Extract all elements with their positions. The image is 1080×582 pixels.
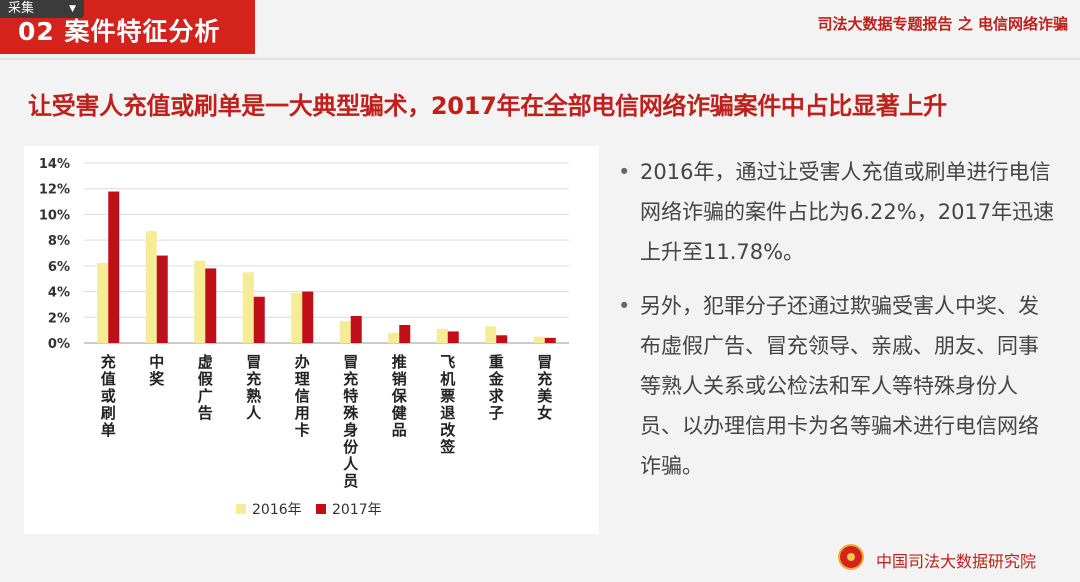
x-tick-label: 用	[295, 404, 310, 422]
x-tick-label: 保	[391, 387, 408, 405]
slide-headline: 让受害人充值或刷单是一大典型骗术，2017年在全部电信网络诈骗案件中占比显著上升	[28, 92, 947, 120]
bar-2017	[108, 191, 120, 343]
x-tick-label: 人	[246, 404, 262, 422]
bar-2017	[156, 255, 168, 343]
legend-label: 2017年	[332, 502, 382, 518]
bar-2016	[339, 321, 351, 343]
x-tick-label: 殊	[343, 404, 359, 422]
y-tick-label: 2%	[48, 311, 70, 326]
x-tick-label: 冒	[537, 353, 552, 371]
org-name: 中国司法大数据研究院	[876, 552, 1037, 571]
x-tick-label: 签	[439, 438, 456, 456]
x-tick-label: 健	[392, 404, 407, 422]
bullet-text: 另外，犯罪分子还通过欺骗受害人中奖、发布虚假广告、冒充领导、亲戚、朋友、同事等熟…	[640, 294, 1039, 478]
bar-2017	[350, 316, 362, 343]
chevron-down-icon[interactable]: ▼	[69, 4, 76, 14]
x-tick-label: 刷	[101, 404, 116, 422]
x-tick-label: 奖	[149, 370, 165, 388]
x-tick-label: 推	[392, 353, 407, 371]
x-tick-label: 金	[488, 370, 505, 388]
x-tick-label: 人	[343, 455, 359, 473]
x-tick-label: 假	[198, 370, 214, 388]
bar-2016	[145, 231, 157, 343]
x-tick-label: 或	[101, 387, 116, 405]
y-tick-label: 12%	[39, 183, 70, 198]
bar-2017	[447, 331, 459, 343]
x-tick-label: 女	[537, 404, 552, 422]
section-title: 02 案件特征分析	[18, 17, 221, 46]
x-tick-label: 飞	[440, 353, 455, 371]
x-tick-label: 理	[295, 370, 310, 388]
header-divider	[0, 58, 1080, 60]
bar-2017	[302, 291, 314, 343]
x-tick-label: 充	[246, 370, 261, 388]
x-tick-label: 虚	[198, 353, 213, 371]
bar-2016	[388, 332, 400, 343]
x-tick-label: 告	[198, 404, 213, 422]
capture-tab-label: 采集	[8, 1, 35, 16]
legend-swatch	[236, 504, 246, 514]
bullet-dot-icon: •	[618, 294, 631, 318]
chart-panel: 0% 2% 4% 6% 8% 10% 12% 14% 充值或刷单中奖虚假广告冒充熟人办理信用卡冒…	[24, 146, 599, 534]
x-tick-label: 卡	[295, 421, 310, 439]
capture-tab[interactable]: 采集 ▼	[0, 0, 84, 18]
x-tick-label: 机	[440, 370, 455, 388]
x-tick-label: 退	[440, 404, 455, 422]
x-tick-label: 办	[295, 353, 310, 371]
x-tick-label: 信	[295, 387, 310, 405]
y-tick-label: 6%	[48, 260, 70, 275]
legend-label: 2016年	[252, 502, 302, 518]
y-tick-label: 0%	[48, 337, 70, 352]
x-tick-label: 票	[440, 387, 455, 405]
x-tick-label: 员	[343, 472, 358, 490]
bullet-item: • 另外，犯罪分子还通过欺骗受害人中奖、发布虚假广告、冒充领导、亲戚、朋友、同事…	[618, 286, 1058, 486]
y-tick-label: 4%	[48, 286, 70, 301]
x-tick-label: 销	[392, 370, 407, 388]
bar-2016	[436, 328, 448, 343]
bullet-dot-icon: •	[618, 160, 631, 184]
x-tick-label: 充	[537, 370, 552, 388]
y-tick-label: 14%	[39, 157, 70, 172]
text-panel: • 2016年，通过让受害人充值或刷单进行电信网络诈骗的案件占比为6.22%，2…	[618, 152, 1058, 500]
x-tick-label: 充	[343, 370, 358, 388]
section-header-bar: 02 案件特征分析	[0, 0, 255, 54]
y-tick-label: 10%	[39, 208, 70, 223]
y-tick-label: 8%	[48, 234, 70, 249]
x-tick-label: 充	[101, 353, 116, 371]
bar-2017	[205, 268, 217, 343]
x-tick-label: 特	[343, 387, 358, 405]
bar-chart: 0%2%4%6%8%10%12%14%充值或刷单中奖虚假广告冒充熟人办理信用卡冒…	[39, 157, 569, 518]
x-tick-label: 熟	[246, 387, 261, 405]
x-tick-label: 子	[489, 404, 504, 422]
court-emblem-icon	[838, 544, 864, 570]
bar-2016	[485, 326, 497, 343]
x-tick-label: 冒	[343, 353, 358, 371]
x-tick-label: 重	[489, 353, 504, 371]
bar-2017	[399, 325, 411, 343]
x-tick-label: 冒	[246, 353, 261, 371]
bullet-item: • 2016年，通过让受害人充值或刷单进行电信网络诈骗的案件占比为6.22%，2…	[618, 152, 1058, 272]
x-tick-label: 品	[392, 421, 407, 439]
bullet-text: 2016年，通过让受害人充值或刷单进行电信网络诈骗的案件占比为6.22%，201…	[640, 160, 1055, 264]
legend-swatch	[316, 504, 326, 514]
bar-2016	[194, 260, 206, 343]
x-tick-label: 中	[149, 353, 164, 371]
x-tick-label: 值	[101, 370, 116, 388]
x-tick-label: 改	[440, 421, 456, 439]
bar-2017	[253, 296, 265, 343]
x-tick-label: 美	[537, 387, 553, 405]
bar-2017	[544, 337, 556, 343]
x-tick-label: 份	[343, 438, 359, 456]
x-tick-label: 单	[101, 421, 116, 439]
x-tick-label: 身	[343, 421, 358, 439]
bar-2016	[533, 336, 545, 343]
report-title: 司法大数据专题报告 之 电信网络诈骗	[817, 15, 1068, 33]
bar-2017	[496, 335, 508, 343]
bar-2016	[97, 263, 109, 343]
bar-2016	[291, 292, 303, 343]
x-tick-label: 求	[489, 387, 505, 405]
bar-2016	[242, 272, 254, 343]
x-tick-label: 广	[198, 387, 213, 405]
